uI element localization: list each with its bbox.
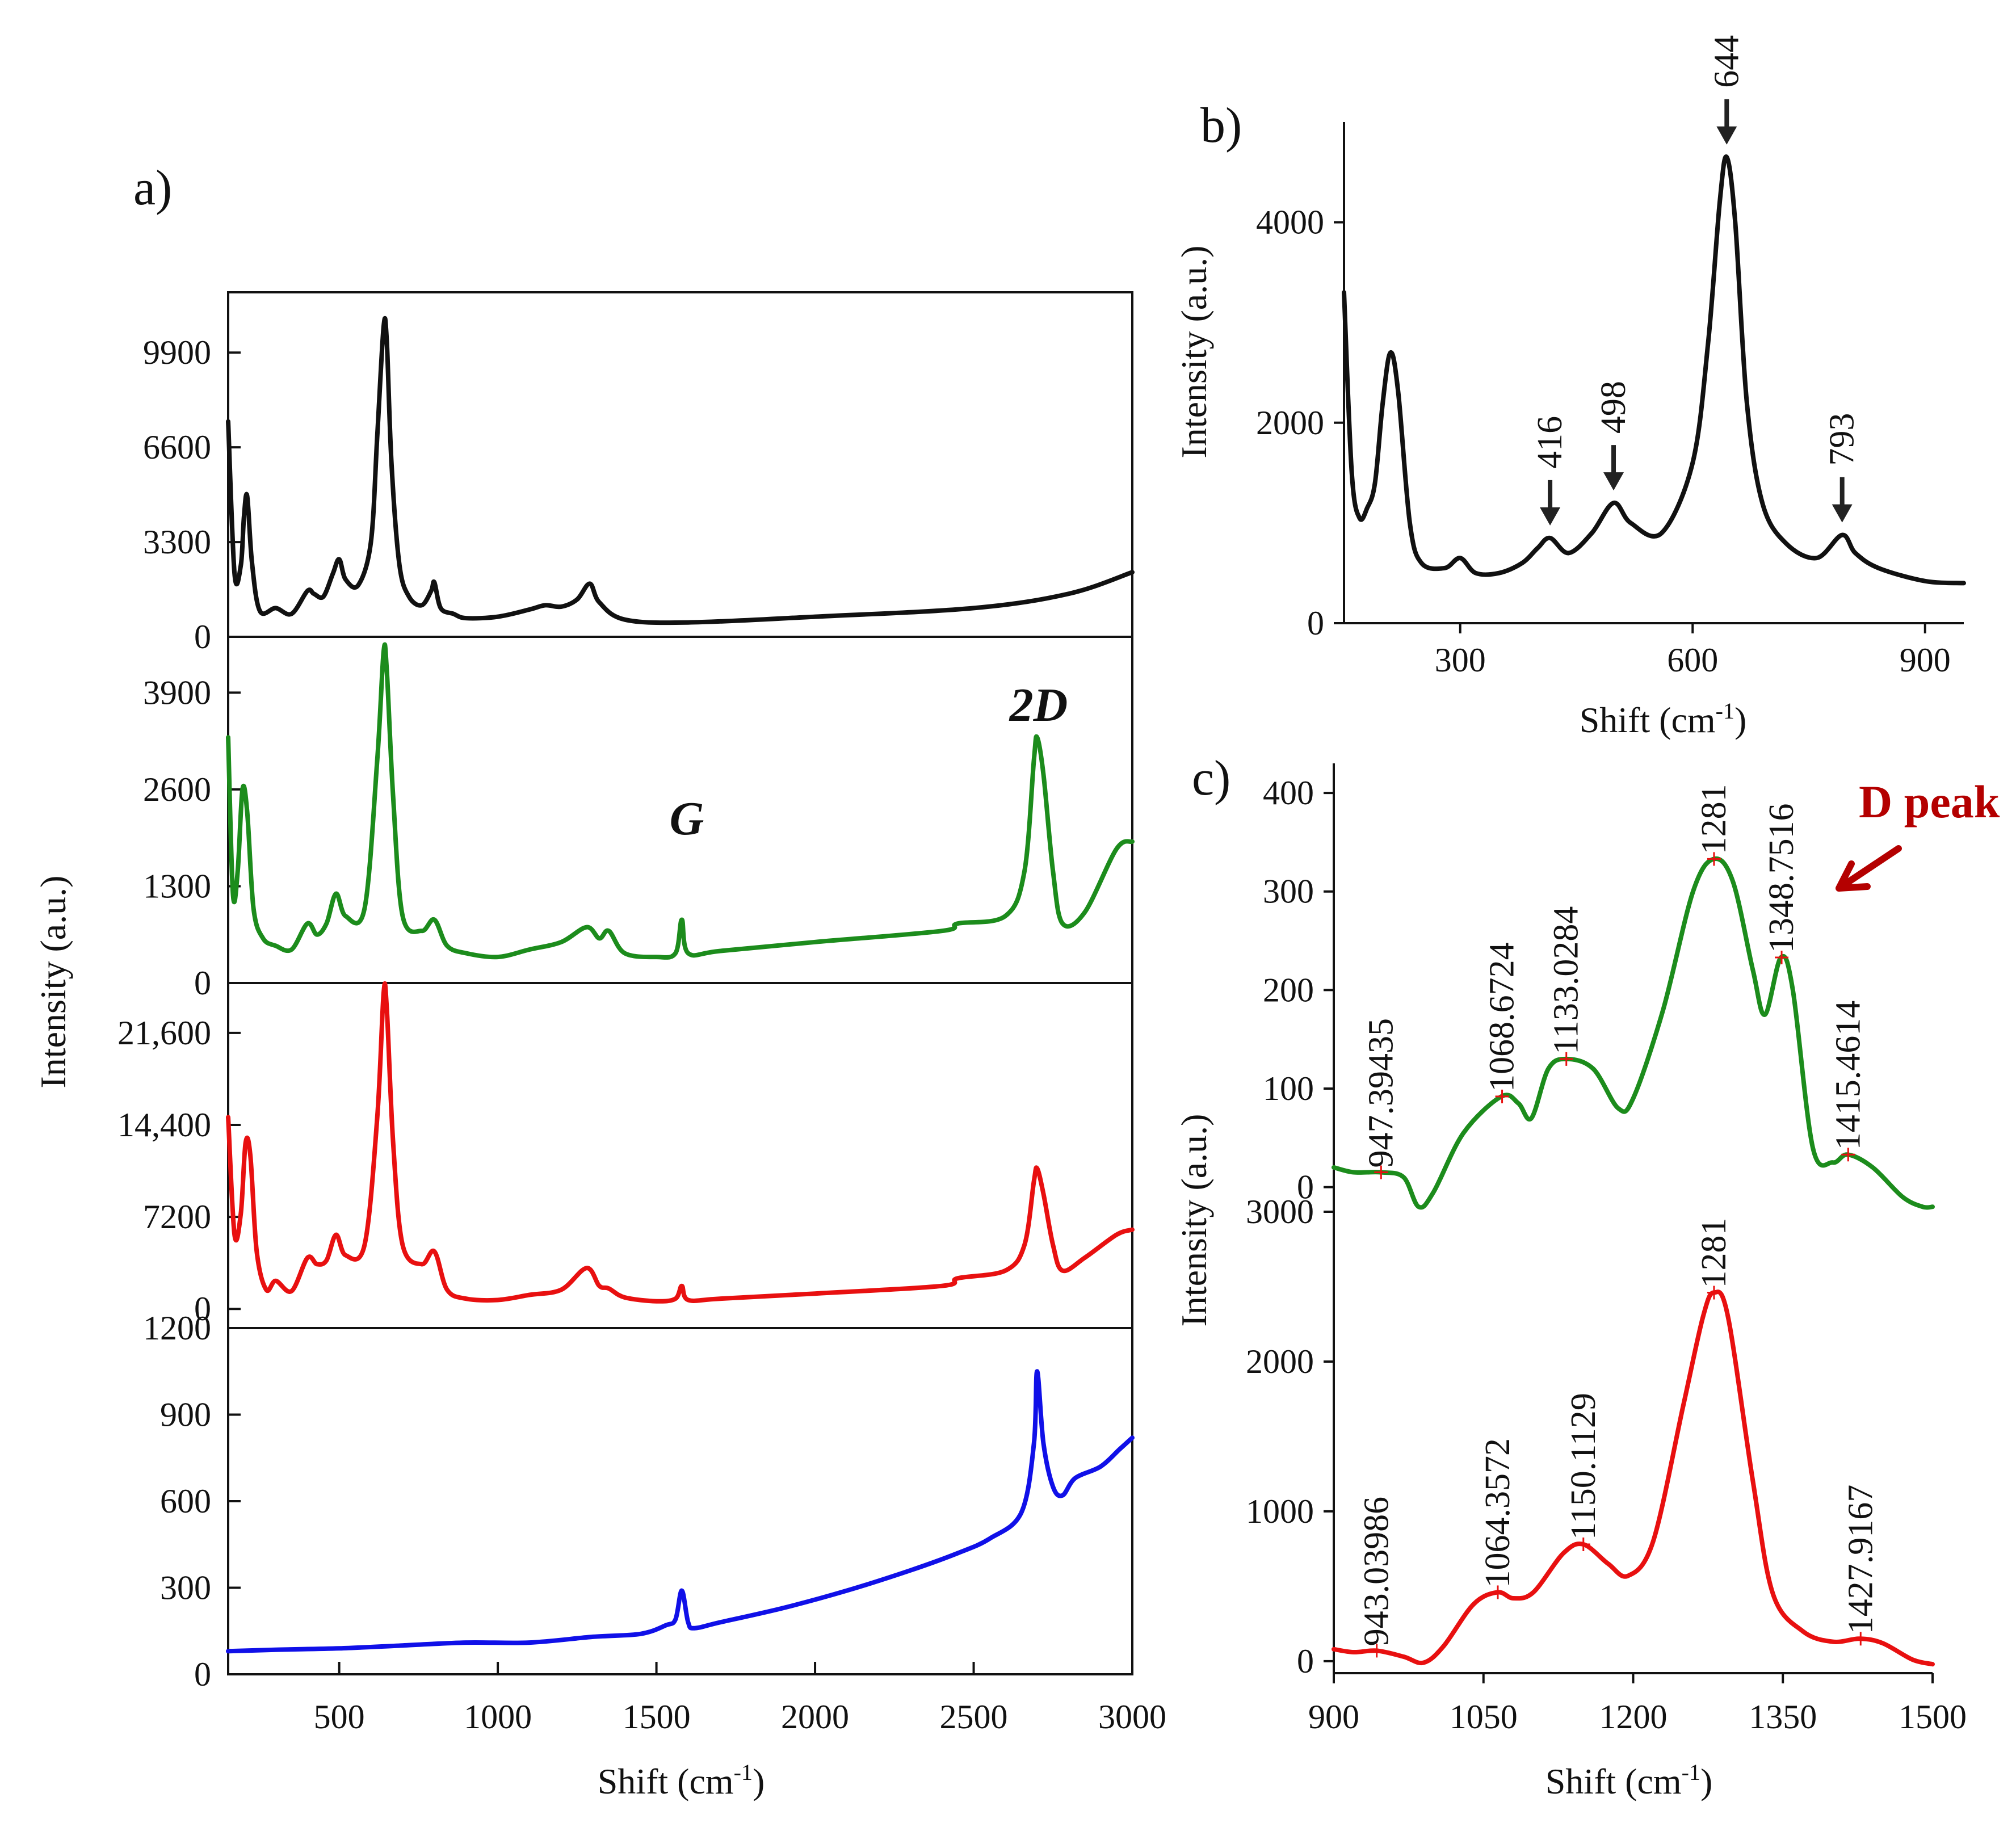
panel-a-black-ytick-label: 0 <box>194 618 211 656</box>
panel-b-ytick-label: 4000 <box>1256 204 1324 241</box>
panel-c-label: c) <box>1192 751 1230 806</box>
panel-a-green-series-line <box>226 642 1135 960</box>
panel-b-xlabel-main: Shift (cm <box>1580 700 1716 740</box>
panel-a-black-ytick-label: 9900 <box>143 334 211 371</box>
panel-a-red-ytick-label: 21,600 <box>117 1014 211 1052</box>
panel-c-peak-label: 1133.0284 <box>1547 906 1586 1055</box>
panel-c-green-series-line <box>1332 856 1935 1210</box>
panel-a-blue-ytick-label: 0 <box>194 1656 211 1693</box>
panel-b-ytick-label: 0 <box>1307 604 1324 642</box>
panel-a-frame-black <box>227 291 1133 638</box>
panel-b-xtick-label: 600 <box>1667 641 1718 679</box>
panel-b-xlabel-end: ) <box>1734 700 1746 740</box>
panel-c-xtick-label: 1350 <box>1749 1698 1817 1736</box>
panel-b-xlabel-sup: -1 <box>1716 698 1734 724</box>
panel-a-frame-red <box>227 982 1133 1329</box>
panel-a-xtick-label: 1500 <box>623 1698 691 1736</box>
panel-c-green-ytick-label: 100 <box>1263 1070 1314 1107</box>
panel-a-blue-ytick-label: 900 <box>160 1396 211 1434</box>
panel-c-xlabel-sup: -1 <box>1682 1759 1700 1785</box>
panel-a-ylabel: Intensity (a.u.) <box>33 876 73 1089</box>
panel-b-label: b) <box>1200 98 1242 153</box>
panel-a-xlabel: Shift (cm-1) <box>598 1759 765 1801</box>
panel-c-red-ytick-label: 3000 <box>1246 1193 1314 1230</box>
panel-c-peak-label: 947.39435 <box>1362 1018 1400 1168</box>
panel-c-red-ytick-label: 0 <box>1297 1643 1314 1680</box>
panel-c-ylabel: Intensity (a.u.) <box>1174 1114 1214 1327</box>
panel-c-peak-label: 943.03986 <box>1358 1497 1396 1646</box>
panel-c-red-ytick-label: 2000 <box>1246 1343 1314 1380</box>
panel-b-peak-label: 793 <box>1823 413 1862 466</box>
panel-c-peak-label: 1427.9167 <box>1841 1485 1880 1635</box>
panel-c-peak-label: 1281 <box>1695 784 1733 854</box>
panel-b-peak-label: 416 <box>1531 416 1569 469</box>
panel-a-xtick-label: 500 <box>314 1698 365 1736</box>
panel-b-xtick-label: 900 <box>1900 641 1951 679</box>
g-peak-label: G <box>670 792 704 845</box>
panel-b-ylabel: Intensity (a.u.) <box>1174 246 1214 459</box>
panel-c-peak-label: 1281 <box>1695 1218 1733 1288</box>
twod-peak-label: 2D <box>1009 679 1068 732</box>
panel-a-black-ytick-label: 6600 <box>143 429 211 466</box>
panel-b-xlabel: Shift (cm-1) <box>1580 698 1747 740</box>
panel-c-xtick-label: 1500 <box>1899 1698 1967 1736</box>
panel-a-blue-ytick-label: 1200 <box>143 1309 211 1347</box>
panel-c-red-ytick-label: 1000 <box>1246 1493 1314 1530</box>
panel-b-peak-arrowhead <box>1603 472 1624 491</box>
panel-a-xtick-label: 1000 <box>464 1698 532 1736</box>
panel-a-black-ytick-label: 3300 <box>143 523 211 561</box>
panel-c-peak-label: 1064.3572 <box>1479 1438 1517 1588</box>
panel-c-xlabel-main: Shift (cm <box>1545 1761 1682 1801</box>
panel-a-red-series-line <box>226 981 1135 1304</box>
panel-a-green-ytick-label: 1300 <box>143 867 211 905</box>
panel-a-xlabel-main: Shift (cm <box>598 1761 734 1801</box>
panel-c-xtick-label: 900 <box>1308 1698 1359 1736</box>
panel-b-peak-arrowhead <box>1832 504 1853 523</box>
panel-b-peak-label: 644 <box>1707 35 1746 88</box>
d-peak-arrow <box>1836 845 1902 892</box>
panel-c-xlabel: Shift (cm-1) <box>1545 1759 1713 1801</box>
panel-b-xtick-label: 300 <box>1435 641 1486 679</box>
panel-c-xtick-label: 1200 <box>1599 1698 1668 1736</box>
panel-a-blue-ytick-label: 300 <box>160 1569 211 1607</box>
panel-a-green-ytick-label: 0 <box>194 964 211 1002</box>
panel-b-peak-label: 498 <box>1594 381 1633 434</box>
panel-a-xtick-label: 3000 <box>1098 1698 1166 1736</box>
panel-c-red-series-line <box>1332 1289 1935 1667</box>
panel-b-peak-arrowhead <box>1716 126 1737 145</box>
panel-a-red-ytick-label: 0 <box>194 1290 211 1328</box>
panel-a-label: a) <box>133 161 172 216</box>
panel-a-xlabel-sup: -1 <box>734 1759 753 1785</box>
panel-c-chart: Intensity (a.u.) Shift (cm-1) D peak 0 10… <box>1174 763 2000 1801</box>
panel-a-red-ytick-label: 14,400 <box>117 1106 211 1144</box>
panel-a-xtick-label: 2500 <box>940 1698 1008 1736</box>
panel-a-green-ytick-label: 3900 <box>143 674 211 711</box>
panel-b-peak-arrowhead <box>1540 507 1561 526</box>
panel-a-blue-ytick-label: 600 <box>160 1482 211 1520</box>
panel-b-chart: Intensity (a.u.) Shift (cm-1) 0 2000 4000 3… <box>1174 35 1966 740</box>
panel-b-series-line <box>1342 154 1966 586</box>
panel-a-red-ytick-label: 7200 <box>143 1198 211 1236</box>
panel-a-blue-series-line <box>226 1369 1135 1654</box>
panel-a-chart: Intensity (a.u.) Shift (cm-1) G 2D 0 3300… <box>33 291 1166 1801</box>
panel-c-peak-label: 1150.1129 <box>1564 1393 1603 1540</box>
panel-a-xlabel-end: ) <box>753 1761 765 1801</box>
panel-c-green-ytick-label: 300 <box>1263 873 1314 910</box>
panel-c-xtick-label: 1050 <box>1450 1698 1518 1736</box>
panel-c-peak-label: 1415.4614 <box>1829 1001 1867 1150</box>
panel-b-ytick-label: 2000 <box>1256 404 1324 442</box>
panel-c-peak-label: 1068.6724 <box>1483 942 1522 1092</box>
d-peak-label: D peak <box>1859 776 2000 828</box>
panel-c-green-ytick-label: 0 <box>1297 1169 1314 1206</box>
panel-a-black-series-line <box>226 316 1135 625</box>
panel-c-xlabel-end: ) <box>1700 1761 1712 1801</box>
panel-c-green-ytick-label: 400 <box>1263 774 1314 812</box>
panel-a-green-ytick-label: 2600 <box>143 771 211 808</box>
panel-c-green-ytick-label: 200 <box>1263 971 1314 1009</box>
panel-a-xtick-label: 2000 <box>781 1698 849 1736</box>
panel-a-frame-blue <box>227 1327 1133 1675</box>
panel-c-peak-label: 1348.7516 <box>1762 804 1801 953</box>
